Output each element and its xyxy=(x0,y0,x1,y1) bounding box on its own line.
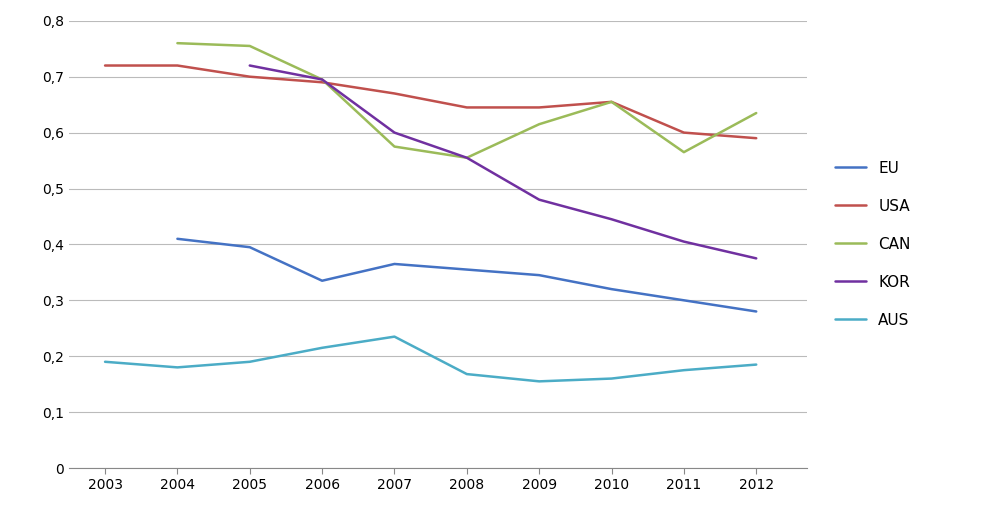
KOR xyxy=(605,216,617,223)
AUS xyxy=(461,371,472,377)
AUS xyxy=(533,378,545,384)
KOR xyxy=(751,255,763,262)
KOR xyxy=(678,239,690,245)
CAN xyxy=(605,99,617,105)
Line: AUS: AUS xyxy=(105,336,757,381)
AUS xyxy=(751,361,763,368)
USA xyxy=(461,105,472,111)
EU xyxy=(605,286,617,292)
KOR xyxy=(461,154,472,161)
AUS xyxy=(316,345,328,351)
CAN xyxy=(533,121,545,127)
AUS xyxy=(171,364,183,370)
AUS xyxy=(244,359,256,365)
CAN xyxy=(316,76,328,83)
EU xyxy=(461,266,472,272)
USA xyxy=(605,99,617,105)
Line: USA: USA xyxy=(105,66,757,138)
USA xyxy=(533,105,545,111)
AUS xyxy=(678,367,690,373)
AUS xyxy=(389,333,400,340)
CAN xyxy=(171,40,183,46)
KOR xyxy=(316,76,328,83)
USA xyxy=(244,74,256,80)
CAN xyxy=(389,144,400,150)
USA xyxy=(316,79,328,85)
Line: EU: EU xyxy=(177,239,757,311)
KOR xyxy=(244,62,256,69)
KOR xyxy=(389,129,400,136)
Line: CAN: CAN xyxy=(177,43,757,158)
USA xyxy=(678,129,690,136)
CAN xyxy=(461,154,472,161)
Legend: EU, USA, CAN, KOR, AUS: EU, USA, CAN, KOR, AUS xyxy=(830,155,917,334)
EU xyxy=(316,278,328,284)
USA xyxy=(99,62,111,69)
EU xyxy=(751,308,763,315)
KOR xyxy=(533,197,545,203)
Line: KOR: KOR xyxy=(250,66,757,258)
EU xyxy=(533,272,545,278)
CAN xyxy=(244,43,256,49)
USA xyxy=(751,135,763,141)
EU xyxy=(678,297,690,304)
AUS xyxy=(99,359,111,365)
EU xyxy=(244,244,256,250)
CAN xyxy=(678,149,690,155)
EU xyxy=(171,236,183,242)
USA xyxy=(171,62,183,69)
EU xyxy=(389,261,400,267)
AUS xyxy=(605,375,617,382)
CAN xyxy=(751,110,763,116)
USA xyxy=(389,90,400,97)
